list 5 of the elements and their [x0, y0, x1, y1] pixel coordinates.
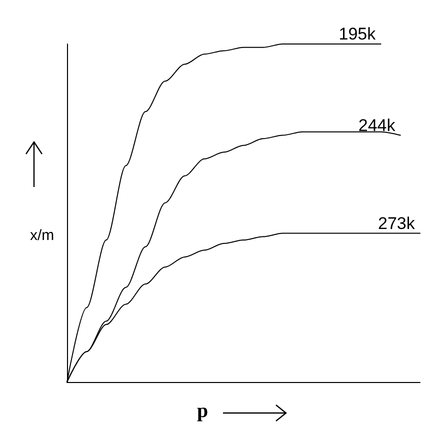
series-label: 244k [358, 116, 396, 135]
x-axis-title: p [197, 400, 208, 422]
series-label: 273k [378, 214, 416, 233]
y-axis-title: x/m [30, 227, 54, 244]
series-label: 195k [338, 24, 376, 44]
